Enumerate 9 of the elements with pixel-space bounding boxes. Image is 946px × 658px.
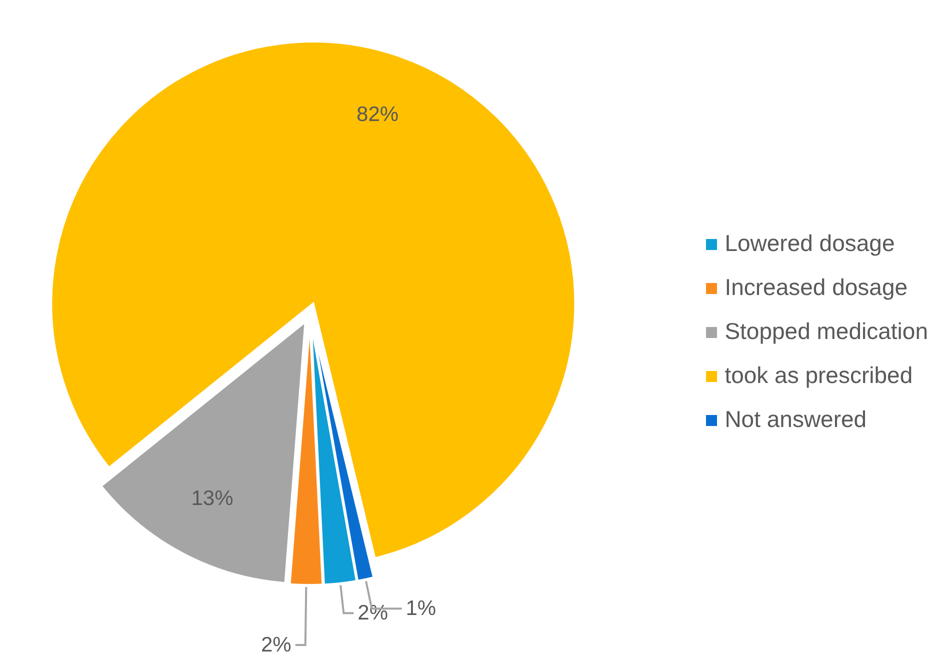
- data-label: 2%: [261, 633, 292, 656]
- data-label: 13%: [191, 486, 234, 510]
- legend-label: Stopped medication: [724, 318, 928, 344]
- legend-label: Lowered dosage: [724, 230, 895, 256]
- data-label: 82%: [356, 103, 399, 126]
- legend-label: took as prescribed: [724, 362, 913, 388]
- legend-label: Increased dosage: [724, 274, 908, 300]
- data-label: 1%: [406, 597, 436, 620]
- legend-label: Not answered: [724, 406, 867, 432]
